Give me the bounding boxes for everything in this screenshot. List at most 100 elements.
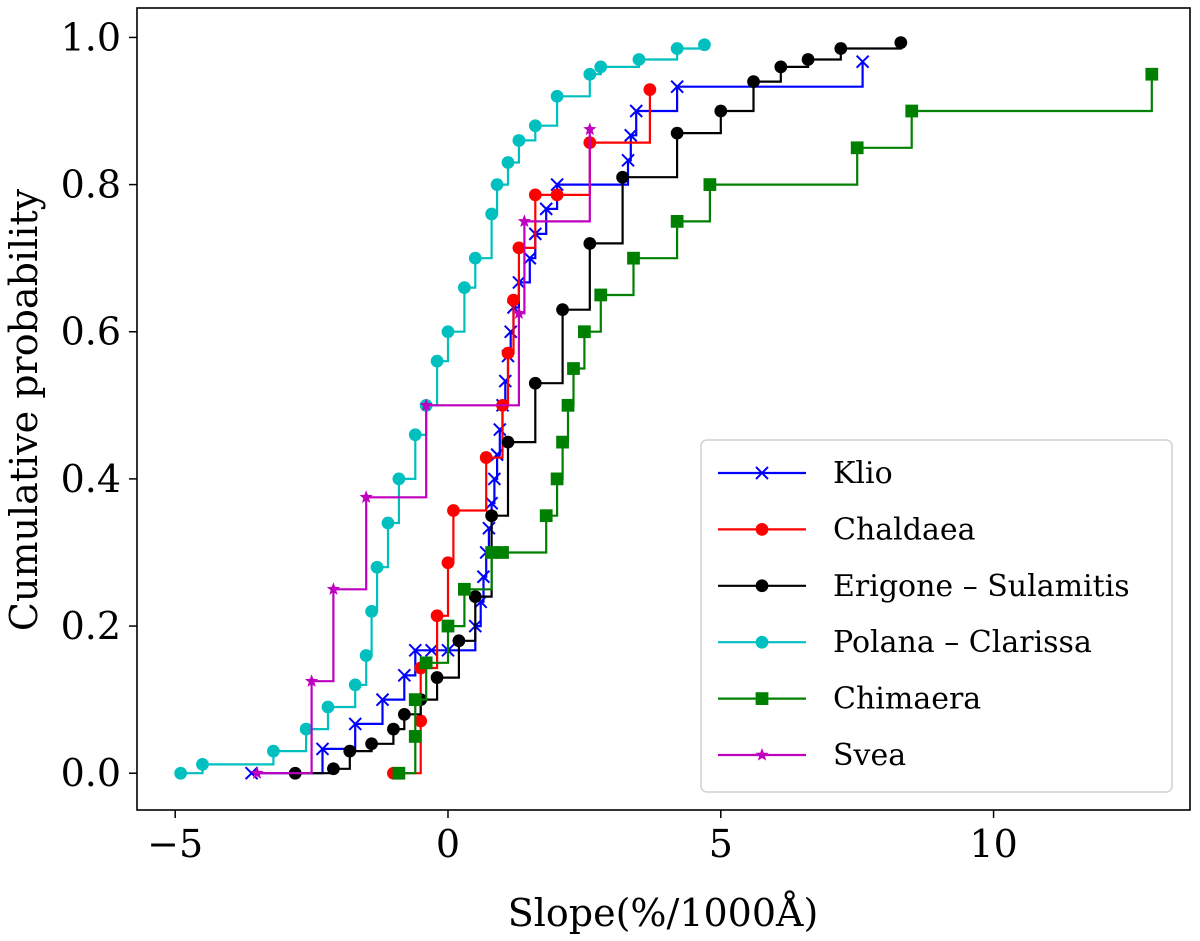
data-point xyxy=(498,374,512,388)
data-point xyxy=(457,582,471,596)
data-point xyxy=(414,714,428,728)
data-point xyxy=(365,604,378,618)
legend-label: Erigone – Sulamitis xyxy=(833,569,1130,604)
data-point xyxy=(556,435,569,449)
data-point xyxy=(714,104,728,118)
data-point xyxy=(397,707,411,721)
series-5 xyxy=(250,122,597,779)
data-point xyxy=(468,251,482,265)
data-point xyxy=(627,251,640,265)
legend-entry-0: Klio xyxy=(718,456,893,491)
data-point xyxy=(430,354,444,368)
data-point xyxy=(624,128,638,142)
data-point xyxy=(670,42,684,55)
data-point xyxy=(441,556,455,570)
data-point xyxy=(550,472,564,486)
data-point xyxy=(594,288,608,302)
data-point xyxy=(550,89,564,103)
x-tick-label: 5 xyxy=(709,822,733,866)
legend-label: Chimaera xyxy=(833,682,981,717)
data-point xyxy=(359,649,373,662)
series-line xyxy=(393,89,651,775)
data-point xyxy=(397,668,412,683)
legend-label: Polana – Clarissa xyxy=(833,625,1092,660)
data-point xyxy=(621,153,635,168)
data-point xyxy=(452,634,466,648)
data-point xyxy=(304,674,319,687)
data-point xyxy=(424,643,439,658)
series-line xyxy=(180,44,706,775)
data-point xyxy=(365,737,378,751)
y-tick-label: 0.6 xyxy=(61,310,121,354)
series-1 xyxy=(387,83,657,780)
data-point xyxy=(834,42,848,55)
data-point xyxy=(670,215,684,228)
legend-label: Svea xyxy=(833,738,906,773)
data-point xyxy=(594,60,608,74)
data-point xyxy=(616,170,629,184)
data-point xyxy=(490,178,504,191)
data-point xyxy=(457,281,471,294)
data-point xyxy=(392,472,406,486)
axis-layer: −5 0 5 10 0.0 0.2 0.4 0.6 0.8 1.0 xyxy=(61,15,1018,866)
data-point xyxy=(670,126,684,140)
data-point xyxy=(244,766,259,780)
data-point xyxy=(408,643,422,658)
y-tick-label: 1.0 xyxy=(61,15,121,59)
data-point xyxy=(387,722,400,736)
data-point xyxy=(359,490,373,503)
data-point xyxy=(528,376,542,390)
data-point xyxy=(370,560,384,574)
data-point xyxy=(670,80,684,94)
legend-marker xyxy=(755,635,769,649)
data-point xyxy=(632,53,646,66)
y-tick-label: 0.0 xyxy=(61,751,121,795)
data-point xyxy=(196,758,209,771)
data-point xyxy=(905,104,919,118)
data-point xyxy=(629,104,643,118)
data-point xyxy=(430,671,444,684)
legend-entry-3: Polana – Clarissa xyxy=(718,625,1092,660)
data-point xyxy=(476,570,491,584)
x-tick-label: 0 xyxy=(436,822,460,866)
legend-marker xyxy=(755,466,769,480)
data-point xyxy=(493,422,507,437)
y-tick-label: 0.4 xyxy=(61,457,121,501)
data-point xyxy=(539,202,553,216)
data-point xyxy=(894,36,908,49)
data-point xyxy=(392,766,406,780)
legend-entry-2: Erigone – Sulamitis xyxy=(718,569,1130,604)
y-tick-label: 0.2 xyxy=(61,604,121,648)
data-point xyxy=(419,656,433,670)
data-point xyxy=(801,53,815,66)
data-point xyxy=(850,141,864,155)
legend-marker xyxy=(755,523,769,536)
data-point xyxy=(441,619,455,633)
data-point xyxy=(747,75,760,88)
data-point xyxy=(250,766,264,779)
data-point xyxy=(485,546,499,559)
data-point xyxy=(556,303,569,317)
data-point xyxy=(501,156,515,169)
data-point xyxy=(479,451,493,464)
series-line xyxy=(257,129,591,775)
data-point xyxy=(583,122,597,136)
data-point xyxy=(468,590,482,603)
data-point xyxy=(561,398,575,412)
data-point xyxy=(430,609,444,623)
data-point xyxy=(567,362,580,375)
data-point xyxy=(517,214,532,228)
data-point xyxy=(512,134,526,147)
data-point xyxy=(698,38,711,52)
data-point xyxy=(703,178,717,191)
series-0 xyxy=(244,55,870,780)
legend: Klio Chaldaea Erigone – Sulamitis Polana – … xyxy=(700,439,1173,793)
data-point xyxy=(408,730,422,743)
data-point xyxy=(485,207,499,221)
data-point xyxy=(539,509,553,523)
data-point xyxy=(578,325,591,339)
data-point xyxy=(496,546,509,559)
data-point xyxy=(512,306,526,320)
x-tick-label: −5 xyxy=(147,822,203,866)
